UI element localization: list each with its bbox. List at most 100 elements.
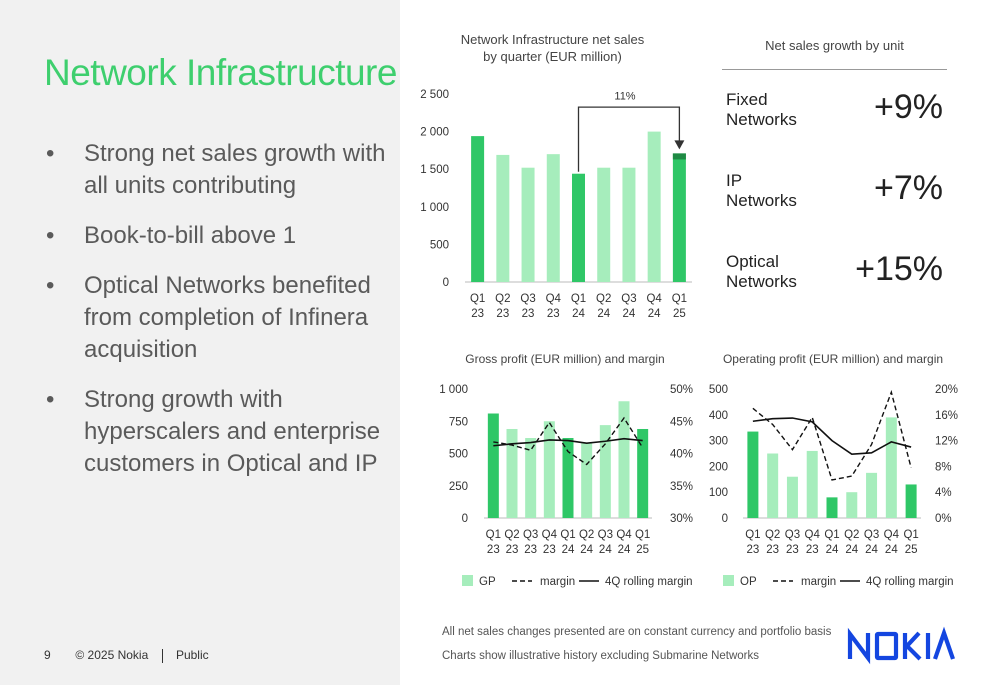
bullet-text: Strong growth with hyperscalers and ente… <box>84 386 381 477</box>
legend-label-rolling: 4Q rolling margin <box>866 576 954 588</box>
x-tick-label-year: 24 <box>826 544 839 556</box>
y-tick-label: 0 <box>462 513 468 525</box>
x-tick-label-quarter: Q1 <box>486 529 501 541</box>
logo-letter-n <box>847 627 871 665</box>
x-tick-label-year: 23 <box>496 308 509 320</box>
bullet-dot: • <box>46 272 55 299</box>
bullet-dot: • <box>46 140 55 167</box>
legend-label-bars: GP <box>479 576 496 588</box>
x-tick-label-year: 24 <box>865 544 878 556</box>
y-tick-label: 1 000 <box>439 384 468 396</box>
x-tick-label-year: 23 <box>786 544 799 556</box>
growth-panel-divider <box>722 69 947 70</box>
x-tick-label-quarter: Q4 <box>542 529 558 541</box>
bar-net-sales <box>546 154 560 282</box>
bullet-item: • Strong growth with hyperscalers and ent… <box>44 384 389 480</box>
logo-letter-k <box>902 631 922 661</box>
x-tick-label-quarter: Q2 <box>495 293 510 305</box>
bar-profit <box>905 484 917 518</box>
y-tick-label: 250 <box>449 481 468 493</box>
y-tick-label: 0 <box>722 513 728 525</box>
unit-name-ip: IP Networks <box>726 171 797 211</box>
x-tick-label-year: 23 <box>506 544 519 556</box>
bullet-item: • Strong net sales growth with all units … <box>44 138 389 202</box>
y-tick-label: 500 <box>449 449 468 461</box>
y-tick-label: 100 <box>709 487 728 499</box>
bullet-text: Optical Networks benefited from completi… <box>84 272 371 363</box>
footnote-history: Charts show illustrative history excludi… <box>442 650 760 662</box>
legend-label-bars: OP <box>740 576 757 588</box>
x-tick-label-quarter: Q2 <box>579 529 594 541</box>
x-tick-label-year: 23 <box>543 544 556 556</box>
x-tick-label-year: 23 <box>471 308 484 320</box>
y-tick-label: 300 <box>709 436 728 448</box>
y2-tick-label: 40% <box>670 449 693 461</box>
net-sales-title-line2: by quarter (EUR million) <box>483 49 622 64</box>
x-tick-label-year: 24 <box>885 544 898 556</box>
bullet-item: • Optical Networks benefited from complet… <box>44 270 389 366</box>
net-sales-chart-title: Network Infrastructure net sales by quar… <box>440 31 665 65</box>
x-tick-label-year: 24 <box>562 544 575 556</box>
bar-profit <box>562 438 574 518</box>
x-tick-label-quarter: Q3 <box>520 293 535 305</box>
page-number: 9 <box>44 648 51 662</box>
growth-panel-title: Net sales growth by unit <box>765 38 904 53</box>
x-tick-label-year: 24 <box>648 308 661 320</box>
bar-net-sales-top-segment <box>672 153 686 160</box>
x-tick-label-quarter: Q3 <box>785 529 800 541</box>
x-tick-label-quarter: Q2 <box>844 529 859 541</box>
legend-label-margin: margin <box>801 576 836 588</box>
footer-divider <box>161 648 163 663</box>
bar-net-sales <box>471 136 485 282</box>
y-tick-label: 2 500 <box>420 89 449 101</box>
y2-tick-label: 50% <box>670 384 693 396</box>
bar-profit <box>747 431 759 518</box>
bar-net-sales <box>496 154 510 282</box>
unit-name-optical: Optical Networks <box>726 252 797 292</box>
y2-tick-label: 30% <box>670 513 693 525</box>
x-tick-label-year: 23 <box>766 544 779 556</box>
x-tick-label-quarter: Q2 <box>765 529 780 541</box>
x-tick-label-year: 24 <box>580 544 593 556</box>
bar-profit <box>599 425 611 518</box>
footnote-currency: All net sales changes presented are on c… <box>442 626 832 638</box>
bar-profit <box>487 413 499 518</box>
x-tick-label-quarter: Q3 <box>864 529 879 541</box>
unit-growth-ip: +7% <box>874 169 943 207</box>
bar-net-sales <box>647 131 661 282</box>
left-panel <box>0 0 400 685</box>
bar-net-sales <box>572 173 585 282</box>
slide-footer: 9 © 2025 Nokia Public <box>44 648 209 663</box>
x-tick-label-quarter: Q1 <box>560 529 575 541</box>
x-tick-label-quarter: Q1 <box>470 293 485 305</box>
unit-name-line: Fixed <box>726 90 768 109</box>
bar-profit <box>506 428 518 518</box>
x-tick-label-quarter: Q2 <box>504 529 519 541</box>
x-tick-label-year: 23 <box>547 308 560 320</box>
gross-profit-chart-title: Gross profit (EUR million) and margin <box>465 352 665 366</box>
x-tick-label-year: 23 <box>806 544 819 556</box>
y2-tick-label: 35% <box>670 481 693 493</box>
y2-tick-label: 0% <box>935 513 952 525</box>
growth-annotation: 11% <box>614 91 635 103</box>
bar-profit <box>767 453 779 518</box>
growth-bracket <box>577 106 681 172</box>
nokia-logo <box>847 626 955 665</box>
y2-tick-label: 20% <box>935 384 958 396</box>
x-tick-label-year: 25 <box>905 544 918 556</box>
unit-name-line: IP <box>726 171 743 190</box>
x-tick-label-quarter: Q4 <box>805 529 821 541</box>
x-tick-label-quarter: Q3 <box>621 293 636 305</box>
x-tick-label-quarter: Q1 <box>824 529 839 541</box>
bullet-item: • Book-to-bill above 1 <box>44 220 389 252</box>
unit-growth-fixed: +9% <box>874 88 943 126</box>
classification-label: Public <box>175 648 209 662</box>
bar-profit <box>866 472 878 518</box>
legend-label-margin: margin <box>540 576 575 588</box>
unit-name-fixed: Fixed Networks <box>726 90 797 130</box>
unit-name-line: Networks <box>726 272 797 291</box>
bar-net-sales <box>622 167 636 282</box>
unit-growth-optical: +15% <box>855 250 943 288</box>
